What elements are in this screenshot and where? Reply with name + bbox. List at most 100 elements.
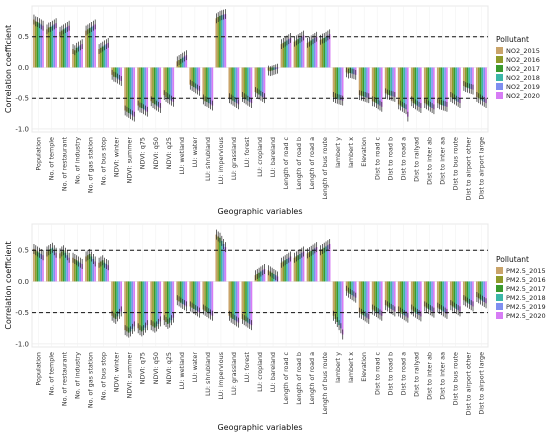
x-tick-label: LU: shrubland xyxy=(204,352,212,396)
bar xyxy=(442,281,445,312)
bar xyxy=(438,281,441,309)
legend-swatch xyxy=(496,83,503,90)
bar xyxy=(243,281,245,321)
reference-lines xyxy=(32,249,488,314)
bar xyxy=(300,252,303,282)
bar xyxy=(373,67,376,102)
bar xyxy=(444,67,446,107)
bar xyxy=(246,67,249,101)
bar xyxy=(36,21,39,68)
bar xyxy=(403,67,405,109)
bar xyxy=(260,271,262,282)
bar xyxy=(405,67,407,110)
bar xyxy=(170,67,173,101)
bar xyxy=(406,67,409,117)
bar xyxy=(100,261,102,282)
legend-entry: NO2_2018 xyxy=(506,74,540,82)
x-tick-label: No. of restaurant xyxy=(61,137,69,192)
x-tick-label: Dist to road a xyxy=(399,352,407,395)
bar xyxy=(325,246,327,282)
bar xyxy=(269,271,272,282)
bar xyxy=(315,247,318,282)
bar xyxy=(390,281,392,309)
bar xyxy=(49,248,52,282)
x-tick-label: NDVI: q25 xyxy=(165,137,173,169)
x-tick-label: Dist to road c xyxy=(373,352,381,395)
bar xyxy=(431,281,433,312)
bar xyxy=(86,255,89,282)
bar xyxy=(118,281,121,314)
bar xyxy=(230,67,232,100)
bar xyxy=(364,281,366,317)
bar xyxy=(306,253,309,282)
bar xyxy=(86,29,89,68)
bar xyxy=(313,37,316,68)
bar xyxy=(94,261,96,282)
bar xyxy=(38,23,41,68)
bar xyxy=(60,251,63,282)
x-tick-label: LU: wetland xyxy=(178,137,186,175)
legend: Pollutant PM2.5_2015PM2.5_2016PM2.5_2017… xyxy=(496,255,546,320)
bar xyxy=(142,67,145,110)
bar xyxy=(377,281,379,314)
bar xyxy=(46,29,48,68)
bar xyxy=(81,44,83,68)
bar xyxy=(81,263,83,282)
bar xyxy=(336,281,339,323)
bar xyxy=(366,67,368,98)
bar xyxy=(459,67,461,104)
bar xyxy=(293,257,296,282)
x-tick-label: Dist to airport other xyxy=(464,352,472,416)
bar xyxy=(282,261,285,282)
bar xyxy=(116,67,119,79)
bar xyxy=(235,281,238,322)
bar xyxy=(323,247,325,282)
legend-title: Pollutant xyxy=(496,255,529,264)
bar xyxy=(172,67,175,102)
bar xyxy=(170,281,173,321)
bar xyxy=(235,67,238,104)
bar xyxy=(228,67,231,99)
bar xyxy=(66,255,69,282)
bar xyxy=(101,260,104,282)
bar xyxy=(308,252,311,282)
bar xyxy=(295,256,298,282)
bar xyxy=(380,67,383,107)
legend-entry: PM2.5_2018 xyxy=(506,294,546,302)
bar xyxy=(92,25,95,68)
bar xyxy=(152,281,154,327)
bar xyxy=(380,281,383,316)
bar xyxy=(131,281,134,329)
bar xyxy=(287,257,290,282)
bar xyxy=(313,248,316,282)
x-axis-label: Geographic variables xyxy=(217,207,302,216)
bar xyxy=(207,67,210,104)
bar xyxy=(449,67,452,97)
bar xyxy=(286,40,288,68)
legend-entry: PM2.5_2017 xyxy=(506,285,546,293)
bar xyxy=(105,263,108,282)
legend-swatch xyxy=(496,267,503,274)
bar xyxy=(254,67,257,93)
bar xyxy=(66,26,69,68)
x-tick-label: Dist to road c xyxy=(373,137,381,180)
x-tick-label: NDVI: summer xyxy=(126,352,134,399)
bar xyxy=(472,67,474,90)
x-tick-label: lambert y xyxy=(334,352,342,383)
bar xyxy=(215,234,218,282)
bar xyxy=(42,25,44,68)
bar xyxy=(163,281,166,321)
bar xyxy=(88,253,91,282)
bar xyxy=(73,258,76,282)
x-tick-label: LU: impervious xyxy=(217,136,225,184)
bar xyxy=(230,281,232,318)
bar xyxy=(219,15,221,68)
bar xyxy=(250,281,253,326)
bar xyxy=(85,256,87,282)
bar xyxy=(55,252,57,282)
bar xyxy=(319,39,322,68)
bar xyxy=(131,67,134,116)
legend-swatch xyxy=(496,92,503,99)
bar xyxy=(366,281,368,318)
bar xyxy=(282,42,285,68)
